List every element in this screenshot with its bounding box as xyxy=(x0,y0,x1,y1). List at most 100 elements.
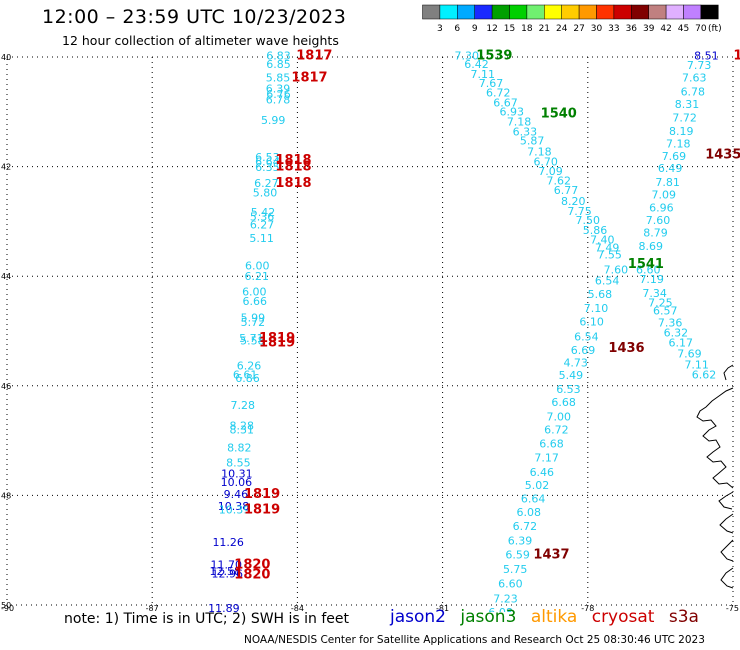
wave-height-label: 10.06 xyxy=(221,476,253,489)
wave-height-label: 5.99 xyxy=(261,114,286,127)
wave-height-label: 5.71 xyxy=(239,332,264,345)
pass-time-label: 1539 xyxy=(476,49,512,64)
wave-height-label: 6.85 xyxy=(266,58,291,71)
scale-tick-label: 45 xyxy=(678,24,689,34)
wave-height-label: 5.36 xyxy=(250,210,275,223)
latitude-tick-label: 40 xyxy=(1,53,11,62)
wave-height-label: 7.18 xyxy=(666,137,691,150)
latitude-tick-label: 48 xyxy=(1,491,11,500)
wave-height-label: 6.27 xyxy=(250,219,275,232)
pass-time-label: 1819 xyxy=(244,487,280,502)
wave-height-label: 7.81 xyxy=(655,176,680,189)
wave-height-label: 5.75 xyxy=(503,563,528,576)
wave-height-label: 10.38 xyxy=(218,500,250,513)
wave-height-label: 5.86 xyxy=(583,224,608,237)
map-frame xyxy=(6,56,734,606)
graticule xyxy=(7,57,733,605)
wave-height-label: 8.20 xyxy=(561,195,586,208)
wave-height-label: 5.72 xyxy=(241,316,266,329)
scale-tick-label: 18 xyxy=(521,24,533,34)
page-subtitle: 12 hour collection of altimeter wave hei… xyxy=(62,33,339,48)
scale-tick-label: 33 xyxy=(608,24,619,34)
wave-height-label: 11.70 xyxy=(211,558,243,571)
wave-height-label: 6.60 xyxy=(498,577,523,590)
wave-height-label: 7.72 xyxy=(672,112,697,125)
pass-time-label: 1435 xyxy=(705,147,740,162)
pass-time-label: 1817 xyxy=(296,49,332,64)
wave-height-label: 8.82 xyxy=(227,442,252,455)
wave-height-label: 7.60 xyxy=(604,263,629,276)
satellite-jason2: jason2 xyxy=(390,607,446,627)
wave-height-label: 7.55 xyxy=(597,249,622,262)
wave-height-label: 6.00 xyxy=(245,260,270,273)
wave-height-label: 5.42 xyxy=(251,206,276,219)
wave-height-label: 7.09 xyxy=(538,165,563,178)
wave-height-label: 7.67 xyxy=(479,77,504,90)
wave-height-label: 6.08 xyxy=(488,606,513,612)
wave-height-label: 7.19 xyxy=(639,273,664,286)
coastline-segment xyxy=(696,387,734,489)
wave-height-label: 6.78 xyxy=(266,94,291,107)
satellite-jason3: jason3 xyxy=(460,607,517,627)
scale-tick-label: 3 xyxy=(437,24,443,34)
wave-height-label: 6.35 xyxy=(255,161,280,174)
wave-height-label: 5.99 xyxy=(241,312,266,325)
wave-height-label: 6.76 xyxy=(266,88,291,101)
satellite-s3a: s3a xyxy=(668,607,699,627)
wave-height-label: 6.53 xyxy=(255,151,280,164)
pass-time-label: 1818 xyxy=(275,176,311,191)
wave-height-label: 8.31 xyxy=(229,423,254,436)
units-note: note: 1) Time is in UTC; 2) SWH is in fe… xyxy=(64,611,350,627)
wave-height-label: 8.51 xyxy=(694,50,719,63)
wave-height-label: 10.31 xyxy=(221,467,253,480)
wave-height-label: 4.73 xyxy=(563,357,588,370)
wave-height-label: 6.10 xyxy=(579,316,604,329)
wave-height-label: 7.50 xyxy=(576,214,601,227)
wave-height-label: 6.00 xyxy=(242,285,267,298)
page-title: 12:00 – 23:59 UTC 10/23/2023 xyxy=(42,6,347,28)
wave-height-label: 7.11 xyxy=(684,358,709,371)
wave-height-label: 6.93 xyxy=(500,106,525,119)
wave-height-label: 7.18 xyxy=(527,146,552,159)
wave-height-label: 7.34 xyxy=(642,287,667,300)
wave-height-label: 7.69 xyxy=(662,150,687,163)
wave-height-label: 6.72 xyxy=(544,423,569,436)
wave-height-label: 6.57 xyxy=(653,305,678,318)
wave-height-label: 7.63 xyxy=(682,72,707,85)
wave-height-label: 5.80 xyxy=(253,187,278,200)
longitude-tick-label: -84 xyxy=(291,604,304,612)
scale-tick-label: 15 xyxy=(504,24,515,34)
wave-height-label: 6.42 xyxy=(464,58,489,71)
scale-tick-label: 24 xyxy=(556,24,568,34)
pass-time-label: 1437 xyxy=(533,547,569,562)
wave-height-label: 6.83 xyxy=(266,50,291,63)
wave-height-label: 6.17 xyxy=(668,336,693,349)
wave-height-label: 6.60 xyxy=(636,263,661,276)
wave-height-label: 6.67 xyxy=(493,96,518,109)
scale-unit-label: (ft) xyxy=(708,24,722,34)
pass-time-label: 1541 xyxy=(628,257,664,272)
pass-time-label: 1817 xyxy=(291,71,327,86)
wave-height-label: 5.87 xyxy=(520,135,545,148)
pass-time-label: 1818 xyxy=(275,153,311,168)
wave-height-label: 6.68 xyxy=(539,438,564,451)
wave-height-label: 6.77 xyxy=(554,184,579,197)
wave-height-label: 5.58 xyxy=(240,335,265,348)
wave-height-label: 6.54 xyxy=(574,330,599,343)
wave-height-label: 6.86 xyxy=(235,372,260,385)
wave-height-label: 8.69 xyxy=(638,240,663,253)
wave-height-label: 7.23 xyxy=(493,592,518,605)
wave-height-label: 6.96 xyxy=(649,202,674,215)
wave-height-label: 6.64 xyxy=(255,156,280,169)
wave-height-label: 6.69 xyxy=(571,344,596,357)
scale-tick-label: 21 xyxy=(539,24,550,34)
satellite-legend: jason2 jason3 altika cryosat s3a xyxy=(390,607,708,627)
scale-tick-label: 70 xyxy=(695,24,707,34)
pass-time-label: 1819 xyxy=(259,335,295,350)
wave-height-label: 6.08 xyxy=(517,506,542,519)
wave-height-label: 5.02 xyxy=(525,479,550,492)
satellite-cryosat: cryosat xyxy=(591,607,655,627)
wave-height-label: 9.46 xyxy=(224,488,249,501)
wave-height-label: 6.39 xyxy=(508,535,533,548)
wave-height-label: 5.11 xyxy=(249,232,274,245)
